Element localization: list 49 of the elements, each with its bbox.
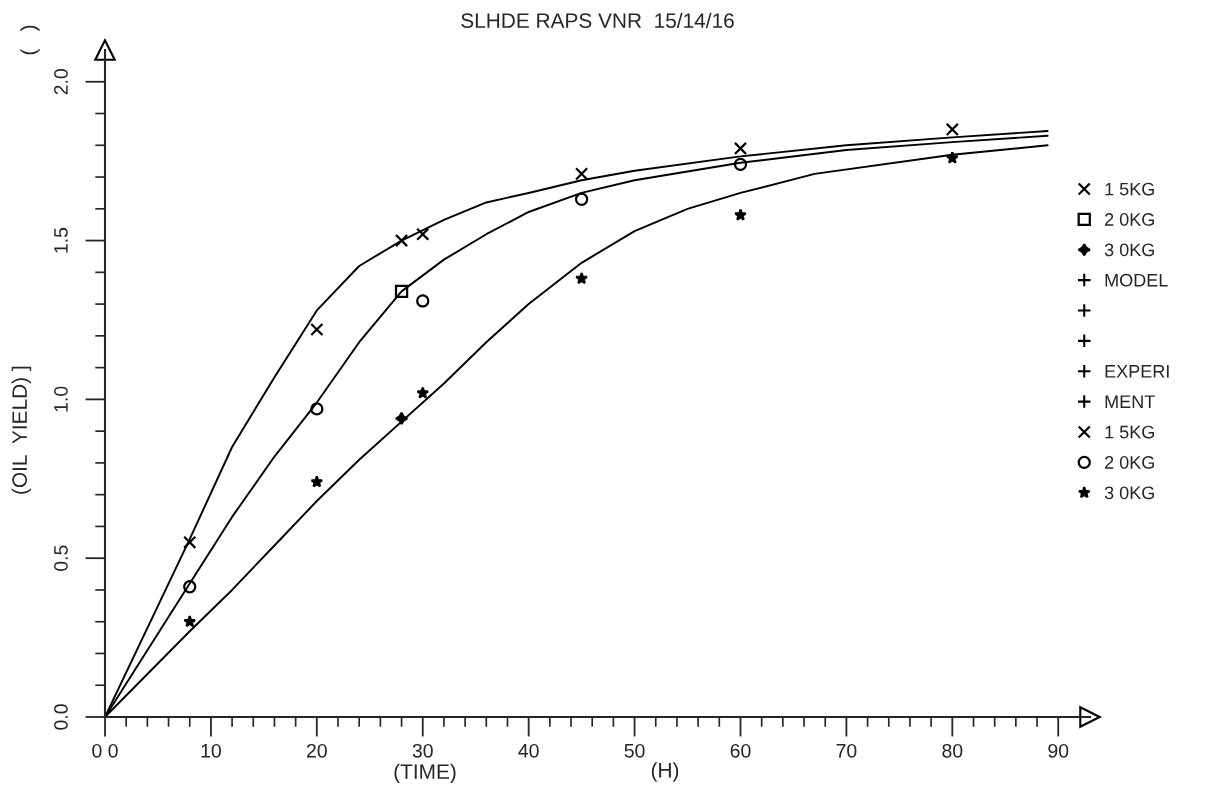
text: MENT xyxy=(1105,395,1155,408)
legend-label: 2 0KG xyxy=(1105,213,1154,226)
point xyxy=(394,284,409,299)
x-tick-label: 90 xyxy=(1048,743,1069,758)
point xyxy=(574,167,589,181)
point xyxy=(574,192,589,206)
point xyxy=(733,157,748,172)
x-tick-label: 20 xyxy=(306,743,327,758)
y-axis-title: (OIL YIELD) ] xyxy=(11,366,32,494)
point xyxy=(416,386,430,399)
point xyxy=(183,535,197,549)
point xyxy=(310,402,324,416)
point xyxy=(394,411,409,426)
x-axis-title: (TIME) xyxy=(394,763,456,784)
y-tick-label: 2.0 xyxy=(54,69,68,95)
x-tick-label: 70 xyxy=(836,743,857,758)
x-tick-label: 60 xyxy=(730,743,751,758)
point xyxy=(183,580,197,594)
text: (H) xyxy=(651,762,679,782)
legend-label: 2 0KG xyxy=(1105,456,1154,469)
chart-title: SLHDE RAPS VNR 15/14/16 xyxy=(461,12,734,28)
legend-label: 1 5KG xyxy=(1105,182,1154,196)
point xyxy=(416,294,430,308)
point xyxy=(945,122,959,137)
x-tick-label: 30 xyxy=(412,743,433,758)
x-tick-label: 0 0 xyxy=(92,743,118,758)
legend-label: 1 5KG xyxy=(1105,425,1154,439)
text: EXPERI xyxy=(1105,365,1169,378)
point xyxy=(394,233,409,248)
legend-label: 3 0KG xyxy=(1104,486,1154,500)
point xyxy=(733,141,748,156)
y-tick-label: 1.0 xyxy=(54,386,68,412)
x-tick-label: 40 xyxy=(518,743,539,758)
y-tick-label: 0.5 xyxy=(54,545,68,571)
y-tick-label: 1.5 xyxy=(54,227,68,253)
point xyxy=(945,151,959,164)
x-tick-label: 80 xyxy=(942,743,963,758)
point xyxy=(310,322,324,337)
point xyxy=(575,272,589,285)
x-tick-label: 10 xyxy=(201,743,221,758)
legend-label: 3 0KG xyxy=(1104,243,1154,257)
y-tick-label: 0.0 xyxy=(54,704,68,730)
text: ( ) xyxy=(20,25,40,55)
x-tick-label: 50 xyxy=(624,743,645,758)
point xyxy=(416,227,430,241)
point xyxy=(183,615,197,628)
point xyxy=(734,208,747,221)
text: MODEL xyxy=(1105,273,1168,287)
point xyxy=(310,475,324,488)
